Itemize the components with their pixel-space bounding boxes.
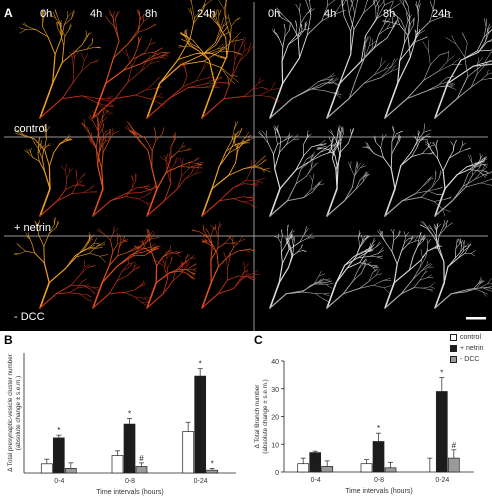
timepoint-left-0h: 0h [40,8,53,20]
bar-netrin [194,375,207,474]
neuron-color-image [146,0,243,119]
legend-item-dcc: - DCC [450,354,484,365]
neuron-color-image [191,222,260,309]
timepoint-right-4h: 4h [324,8,337,20]
bar-control [297,463,310,473]
legend-label-dcc: - DCC [460,356,480,363]
y-axis-label: Δ Total Branch number(absolute change ± … [254,379,269,454]
neuron-color-image [19,8,116,119]
neuron-gray-image [258,125,338,217]
condition-label-dcc: - DCC [14,311,45,323]
y-tick-label: 40 [271,359,279,366]
x-tick-label: 0-8 [125,478,135,485]
significance-mark: * [199,360,202,369]
neuron-gray-image [382,0,463,119]
y-tick-label: 10 [271,442,279,449]
y-axis-label-line: (absolute change ± s.e.m.) [15,376,22,451]
significance-mark: * [377,424,380,433]
timepoint-right-0h: 0h [268,8,281,20]
x-axis-label: Time intervals (hours) [96,489,163,496]
neuron-color-image [201,121,271,217]
legend-swatch-dcc [450,356,457,363]
bar-netrin [372,441,385,473]
neuron-gray-image [326,230,392,309]
condition-label-control: control [14,123,48,135]
neuron-color-image [124,120,204,217]
y-tick-label: 20 [271,415,279,422]
x-axis-label: Time intervals (hours) [345,488,412,495]
neuron-color-image [15,124,98,217]
panel-label-c: C [254,333,263,347]
chart-b: 0-4 0-8 0-24 * * # * * Time intervals (hours) Δ T… [0,331,250,500]
chart-c-svg: 0 10 20 30 40 0-4 0-8 0-24 * * # Time intervals (ho… [254,359,474,495]
neuron-color-image [178,0,280,119]
legend-label-control: control [460,334,482,341]
bar-netrin [435,391,448,473]
bar-dcc [321,466,334,473]
chart-c: 0 10 20 30 40 0-4 0-8 0-24 * * # Time intervals (ho… [246,331,492,500]
neuron-gray-image [434,18,492,119]
bar-dcc [135,466,148,474]
neuron-color-image [81,108,160,217]
timepoint-right-24h: 24h [432,8,451,20]
neuron-gray-image [424,139,492,217]
bar-dcc [447,457,460,473]
scale-bar [466,317,486,320]
x-tick-label: 0-4 [54,478,64,485]
timepoint-left-24h: 24h [197,8,216,20]
neuron-gray-image [269,224,334,309]
neuron-gray-image [362,123,452,217]
legend-label-netrin: + netrin [460,345,484,352]
bar-dcc [64,468,77,474]
panel-label-b: B [4,333,13,347]
bar-dcc [206,469,219,474]
legend-item-netrin: + netrin [450,343,484,354]
significance-mark: # [452,441,457,450]
y-axis-label-line: Δ Total presynaptic-vesicle cluster numb… [7,354,14,472]
microscopy-panel [0,0,492,331]
timepoint-left-4h: 4h [90,8,103,20]
condition-label-netrin: + netrin [14,222,51,234]
x-tick-label: 0-24 [194,478,208,485]
significance-mark: * [440,369,443,378]
neuron-gray-image [377,228,443,309]
chart-b-svg: 0-4 0-8 0-24 * * # * * Time intervals (hours) Δ T… [7,353,236,496]
x-tick-label: 0-4 [311,477,321,484]
bar-netrin [52,437,65,474]
significance-mark: # [139,454,144,463]
y-tick-label: 0 [275,470,279,477]
neuron-gray-image [326,0,401,119]
neuron-images [4,0,492,331]
bar-dcc [384,467,397,473]
timepoint-left-8h: 8h [145,8,158,20]
legend-swatch-netrin [450,345,457,352]
y-axis-label-line: Δ Total Branch number [254,385,261,449]
significance-mark: * [57,426,60,435]
neuron-color-image [92,9,171,119]
significance-mark: * [211,459,214,468]
x-tick-label: 0-24 [435,477,449,484]
neuron-gray-image [420,219,492,309]
panel-label-a: A [4,6,13,20]
neuron-color-image [133,228,197,309]
bar-control [182,431,195,474]
neuron-gray-image [269,0,346,119]
timepoint-right-8h: 8h [383,8,396,20]
bar-netrin [309,452,322,473]
neuron-color-image [14,217,109,309]
x-tick-label: 0-8 [374,477,384,484]
bar-control [360,463,373,473]
legend-swatch-control [450,334,457,341]
neuron-color-image [92,226,161,309]
bar-control [40,463,53,474]
bar-control [111,455,124,474]
chart-legend: control + netrin - DCC [450,332,484,365]
y-tick-label: 30 [271,387,279,394]
neuron-gray-image [316,125,370,217]
legend-item-control: control [450,332,484,343]
y-axis-label: Δ Total presynaptic-vesicle cluster numb… [7,354,22,472]
y-axis-label-line: (absolute change ± s.e.m.) [262,379,269,454]
bar-netrin [123,423,136,474]
significance-mark: * [128,410,131,419]
